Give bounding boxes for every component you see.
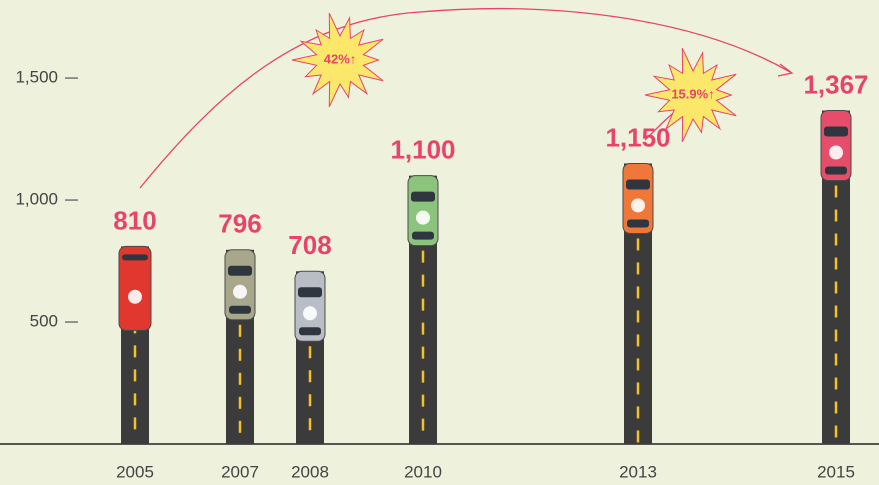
value-label: 1,367 xyxy=(803,69,868,99)
x-tick-label: 2008 xyxy=(291,462,329,481)
rear-window xyxy=(627,219,649,227)
windshield xyxy=(298,287,322,297)
emblem xyxy=(631,198,645,212)
windshield xyxy=(411,192,435,202)
value-label: 810 xyxy=(113,205,156,235)
value-label: 1,100 xyxy=(390,135,455,165)
y-tick-label: 1,500 xyxy=(15,68,58,87)
x-tick-label: 2007 xyxy=(221,462,259,481)
rear-window xyxy=(229,306,251,314)
chart: 500 1,000 1,500 2005 810 2007 796 2008 708 2010 1,… xyxy=(0,0,879,485)
x-tick-label: 2015 xyxy=(817,462,855,481)
windshield xyxy=(122,254,148,260)
rear-window xyxy=(412,232,434,240)
emblem xyxy=(303,306,317,320)
windshield xyxy=(626,179,650,189)
x-tick-label: 2013 xyxy=(619,462,657,481)
value-label: 708 xyxy=(288,230,331,260)
x-tick-label: 2005 xyxy=(116,462,154,481)
y-tick-label: 1,000 xyxy=(15,190,58,209)
annotation: 15.9%↑ xyxy=(671,86,714,101)
value-label: 1,150 xyxy=(605,122,670,152)
windshield xyxy=(228,266,252,276)
emblem xyxy=(829,146,843,160)
value-label: 796 xyxy=(218,209,261,239)
emblem xyxy=(416,211,430,225)
x-tick-label: 2010 xyxy=(404,462,442,481)
annotation: 42%↑ xyxy=(324,51,357,66)
windshield xyxy=(824,127,848,137)
emblem xyxy=(128,290,142,304)
rear-window xyxy=(825,167,847,175)
rear-window xyxy=(299,327,321,335)
y-tick-label: 500 xyxy=(30,312,58,331)
emblem xyxy=(233,285,247,299)
